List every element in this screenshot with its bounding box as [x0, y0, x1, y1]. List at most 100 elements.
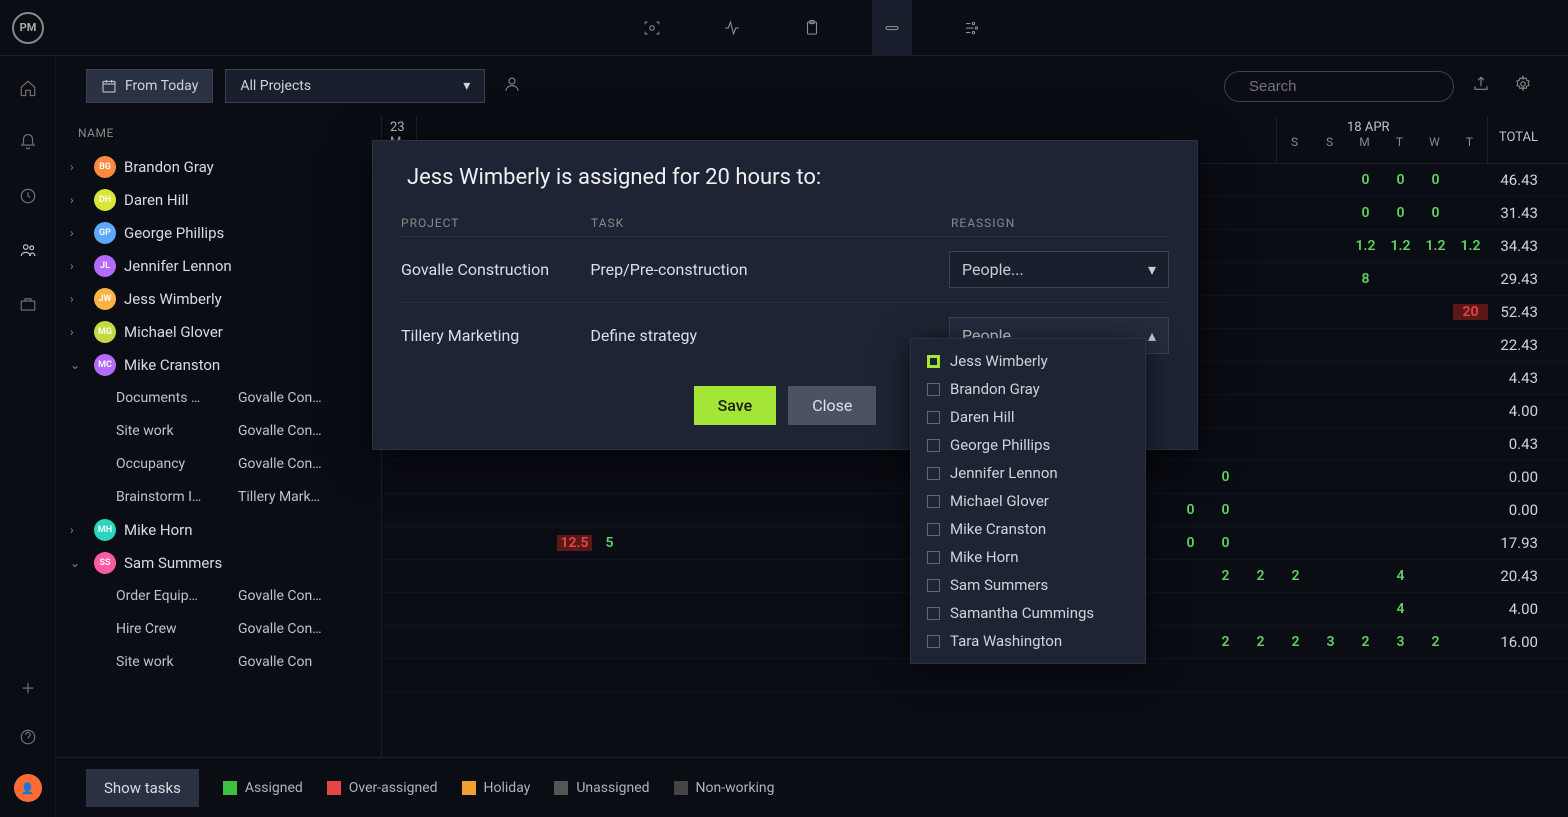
- task-row[interactable]: Order Equip…Govalle Con…: [56, 579, 381, 612]
- grid-cell[interactable]: 0: [1173, 535, 1208, 551]
- grid-cell[interactable]: 0: [1383, 205, 1418, 221]
- dropdown-option[interactable]: Jess Wimberly: [911, 347, 1145, 375]
- close-button[interactable]: Close: [788, 386, 876, 425]
- help-icon[interactable]: [16, 725, 40, 749]
- dropdown-option[interactable]: Jennifer Lennon: [911, 459, 1145, 487]
- task-row[interactable]: Site workGovalle Con: [56, 645, 381, 678]
- grid-cell[interactable]: 1.2: [1453, 238, 1488, 254]
- bell-icon[interactable]: [16, 130, 40, 154]
- checkbox[interactable]: [927, 579, 940, 592]
- people-dropdown[interactable]: People...▾: [949, 251, 1169, 288]
- checkbox[interactable]: [927, 467, 940, 480]
- grid-cell[interactable]: 2: [1243, 568, 1278, 584]
- dropdown-option[interactable]: Brandon Gray: [911, 375, 1145, 403]
- grid-cell[interactable]: 2: [1243, 634, 1278, 650]
- grid-cell[interactable]: 5: [592, 535, 627, 551]
- home-icon[interactable]: [16, 76, 40, 100]
- expand-chevron-icon[interactable]: ›: [70, 292, 86, 306]
- dropdown-option[interactable]: Daren Hill: [911, 403, 1145, 431]
- grid-cell[interactable]: 3: [1383, 634, 1418, 650]
- dropdown-option[interactable]: Sam Summers: [911, 571, 1145, 599]
- person-row[interactable]: ›JWJess Wimberly: [56, 282, 381, 315]
- expand-chevron-icon[interactable]: ›: [70, 193, 86, 207]
- grid-cell[interactable]: 0: [1208, 502, 1243, 518]
- grid-cell[interactable]: 12.5: [557, 535, 592, 551]
- project-filter-dropdown[interactable]: All Projects ▾: [225, 69, 485, 103]
- activity-icon[interactable]: [712, 0, 752, 56]
- grid-cell[interactable]: 4: [1383, 568, 1418, 584]
- dropdown-option[interactable]: Tara Washington: [911, 627, 1145, 655]
- grid-cell[interactable]: 0: [1418, 172, 1453, 188]
- person-row[interactable]: ›BGBrandon Gray: [56, 150, 381, 183]
- checkbox[interactable]: [927, 607, 940, 620]
- flow-icon[interactable]: [952, 0, 992, 56]
- from-today-button[interactable]: From Today: [86, 69, 213, 103]
- grid-cell[interactable]: 0: [1348, 172, 1383, 188]
- grid-cell[interactable]: 2: [1348, 634, 1383, 650]
- person-row[interactable]: ⌄MCMike Cranston: [56, 348, 381, 381]
- grid-cell[interactable]: 2: [1418, 634, 1453, 650]
- grid-cell[interactable]: 20: [1453, 304, 1488, 320]
- dropdown-option[interactable]: Michael Glover: [911, 487, 1145, 515]
- grid-cell[interactable]: 1.2: [1418, 238, 1453, 254]
- task-row[interactable]: OccupancyGovalle Con…: [56, 447, 381, 480]
- grid-cell[interactable]: 2: [1278, 634, 1313, 650]
- dropdown-option[interactable]: Mike Cranston: [911, 515, 1145, 543]
- grid-cell[interactable]: 0: [1418, 205, 1453, 221]
- checkbox[interactable]: [927, 495, 940, 508]
- dropdown-option[interactable]: George Phillips: [911, 431, 1145, 459]
- grid-cell[interactable]: 0: [1208, 535, 1243, 551]
- person-row[interactable]: ›GPGeorge Phillips: [56, 216, 381, 249]
- briefcase-icon[interactable]: [16, 292, 40, 316]
- grid-cell[interactable]: 4: [1383, 601, 1418, 617]
- grid-cell[interactable]: 1.2: [1348, 238, 1383, 254]
- person-row[interactable]: ›MGMichael Glover: [56, 315, 381, 348]
- grid-cell[interactable]: 8: [1348, 271, 1383, 287]
- checkbox[interactable]: [927, 635, 940, 648]
- checkbox[interactable]: [927, 551, 940, 564]
- show-tasks-button[interactable]: Show tasks: [86, 769, 199, 807]
- grid-cell[interactable]: 0: [1208, 469, 1243, 485]
- expand-chevron-icon[interactable]: ⌄: [70, 358, 86, 372]
- person-row[interactable]: ›JLJennifer Lennon: [56, 249, 381, 282]
- task-row[interactable]: Hire CrewGovalle Con…: [56, 612, 381, 645]
- user-avatar[interactable]: 👤: [14, 774, 42, 802]
- dropdown-option[interactable]: Samantha Cummings: [911, 599, 1145, 627]
- scan-icon[interactable]: [632, 0, 672, 56]
- task-row[interactable]: Brainstorm I…Tillery Mark…: [56, 480, 381, 513]
- grid-cell[interactable]: 0: [1348, 205, 1383, 221]
- task-row[interactable]: Documents …Govalle Con…: [56, 381, 381, 414]
- expand-chevron-icon[interactable]: ›: [70, 259, 86, 273]
- share-icon[interactable]: [1466, 75, 1496, 97]
- clipboard-icon[interactable]: [792, 0, 832, 56]
- checkbox[interactable]: [927, 439, 940, 452]
- person-row[interactable]: ›DHDaren Hill: [56, 183, 381, 216]
- grid-cell[interactable]: 0: [1173, 502, 1208, 518]
- dropdown-option[interactable]: Mike Horn: [911, 543, 1145, 571]
- gear-icon[interactable]: [1508, 75, 1538, 97]
- people-icon[interactable]: [16, 238, 40, 262]
- grid-cell[interactable]: 2: [1208, 634, 1243, 650]
- person-row[interactable]: ›MHMike Horn: [56, 513, 381, 546]
- search-input[interactable]: [1249, 78, 1448, 95]
- grid-cell[interactable]: 0: [1383, 172, 1418, 188]
- checkbox[interactable]: [927, 523, 940, 536]
- grid-cell[interactable]: 1.2: [1383, 238, 1418, 254]
- expand-chevron-icon[interactable]: ›: [70, 523, 86, 537]
- person-filter-icon[interactable]: [497, 75, 527, 97]
- plus-icon[interactable]: [16, 676, 40, 700]
- expand-chevron-icon[interactable]: ›: [70, 226, 86, 240]
- checkbox[interactable]: [927, 355, 940, 368]
- search-box[interactable]: [1224, 71, 1454, 102]
- expand-chevron-icon[interactable]: ⌄: [70, 556, 86, 570]
- grid-cell[interactable]: 2: [1278, 568, 1313, 584]
- checkbox[interactable]: [927, 383, 940, 396]
- task-row[interactable]: Site workGovalle Con…: [56, 414, 381, 447]
- grid-cell[interactable]: 2: [1208, 568, 1243, 584]
- expand-chevron-icon[interactable]: ›: [70, 325, 86, 339]
- checkbox[interactable]: [927, 411, 940, 424]
- link-icon[interactable]: [872, 0, 912, 56]
- save-button[interactable]: Save: [694, 386, 777, 425]
- person-row[interactable]: ⌄SSSam Summers: [56, 546, 381, 579]
- grid-cell[interactable]: 3: [1313, 634, 1348, 650]
